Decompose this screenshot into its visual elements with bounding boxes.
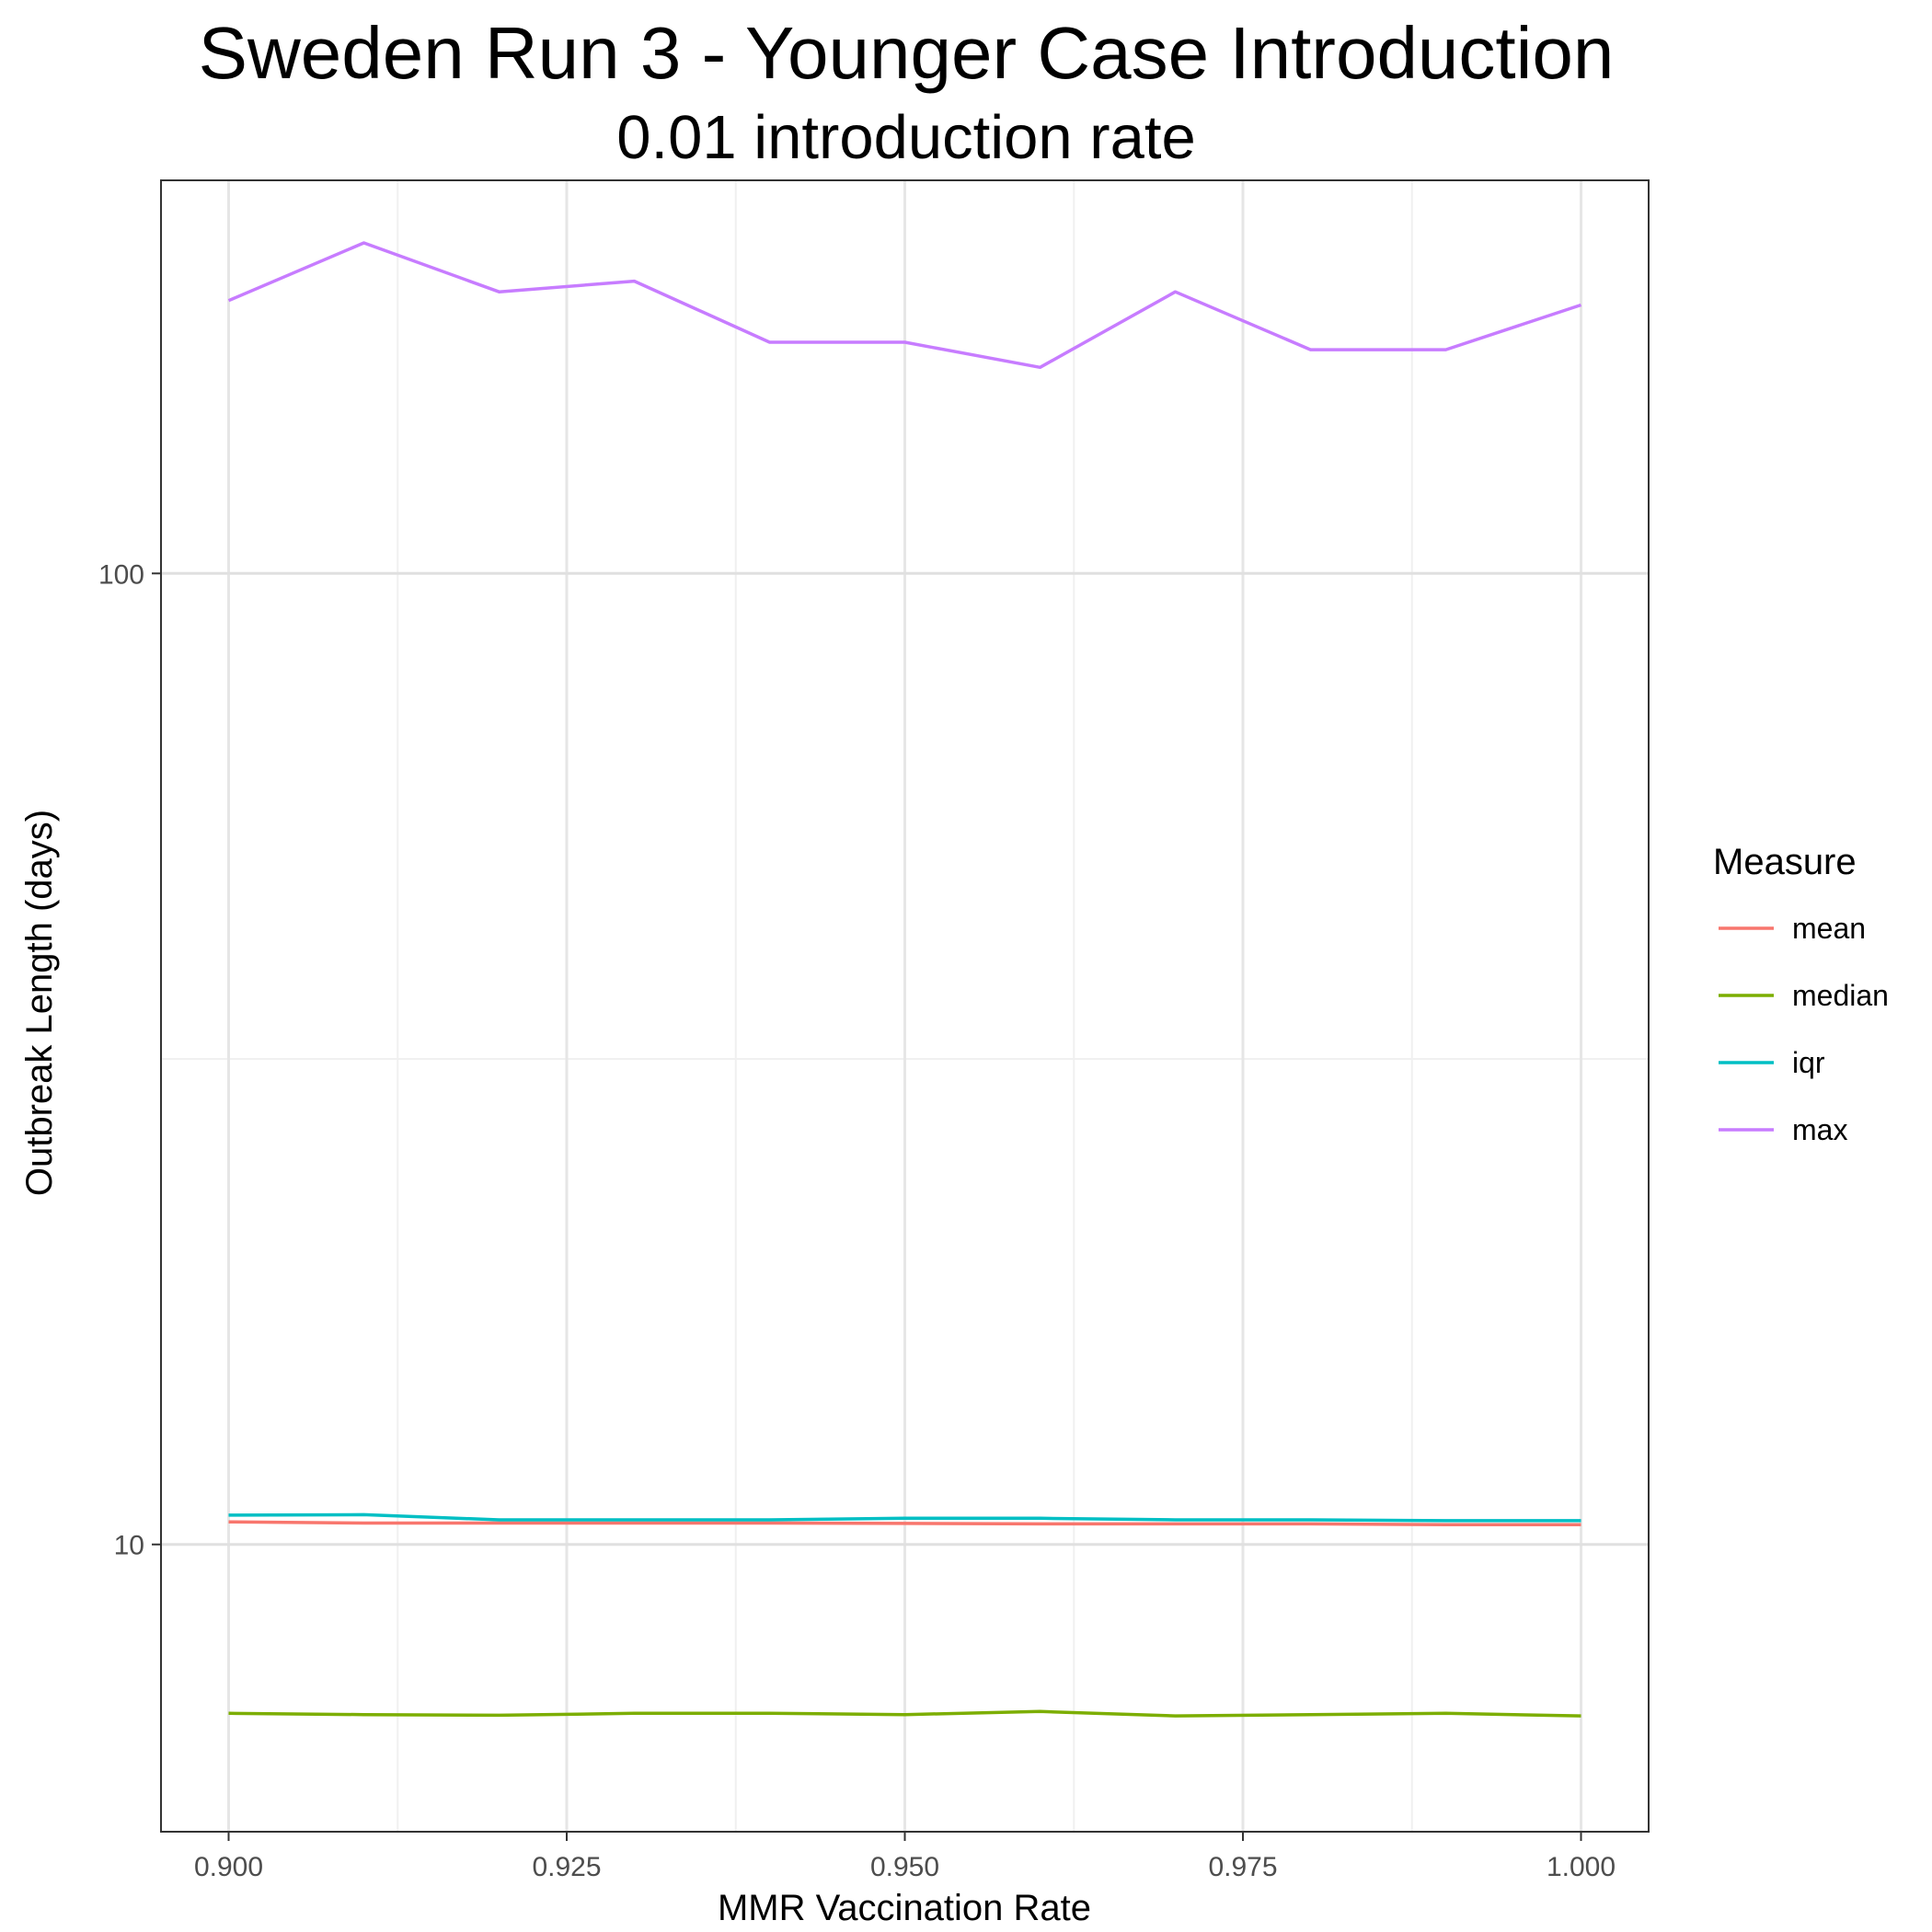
legend-label-iqr: iqr bbox=[1792, 1046, 1825, 1079]
series-line-iqr bbox=[228, 1512, 1581, 1523]
y-axis: 10 100 bbox=[98, 559, 161, 1561]
x-tick-label: 1.000 bbox=[1547, 1852, 1616, 1882]
x-axis: 0.900 0.925 0.950 0.975 1.000 bbox=[194, 1832, 1616, 1882]
chart-subtitle: 0.01 introduction rate bbox=[616, 103, 1195, 172]
series-line-mean bbox=[228, 1520, 1581, 1527]
y-tick-label: 10 bbox=[114, 1531, 144, 1561]
series-layer bbox=[227, 241, 1582, 1718]
series-line-median bbox=[228, 1709, 1581, 1718]
x-tick-label: 0.950 bbox=[870, 1852, 939, 1882]
legend-label-mean: mean bbox=[1792, 912, 1866, 945]
x-tick-label: 0.900 bbox=[194, 1852, 263, 1882]
x-tick-label: 0.975 bbox=[1208, 1852, 1277, 1882]
legend-label-max: max bbox=[1792, 1113, 1847, 1146]
grid-minor bbox=[161, 180, 1649, 1832]
chart-title: Sweden Run 3 - Younger Case Introduction bbox=[199, 12, 1615, 94]
x-tick-label: 0.925 bbox=[532, 1852, 601, 1882]
legend-label-median: median bbox=[1792, 979, 1889, 1012]
y-axis-title: Outbreak Length (days) bbox=[19, 810, 60, 1196]
legend-title: Measure bbox=[1713, 842, 1857, 882]
grid-major bbox=[161, 180, 1649, 1832]
legend: Measure mean median iqr max bbox=[1713, 842, 1889, 1146]
legend-items: mean median iqr max bbox=[1719, 912, 1889, 1146]
x-axis-title: MMR Vaccination Rate bbox=[718, 1888, 1091, 1928]
y-tick-label: 100 bbox=[98, 559, 144, 590]
series-line-max bbox=[227, 241, 1582, 370]
